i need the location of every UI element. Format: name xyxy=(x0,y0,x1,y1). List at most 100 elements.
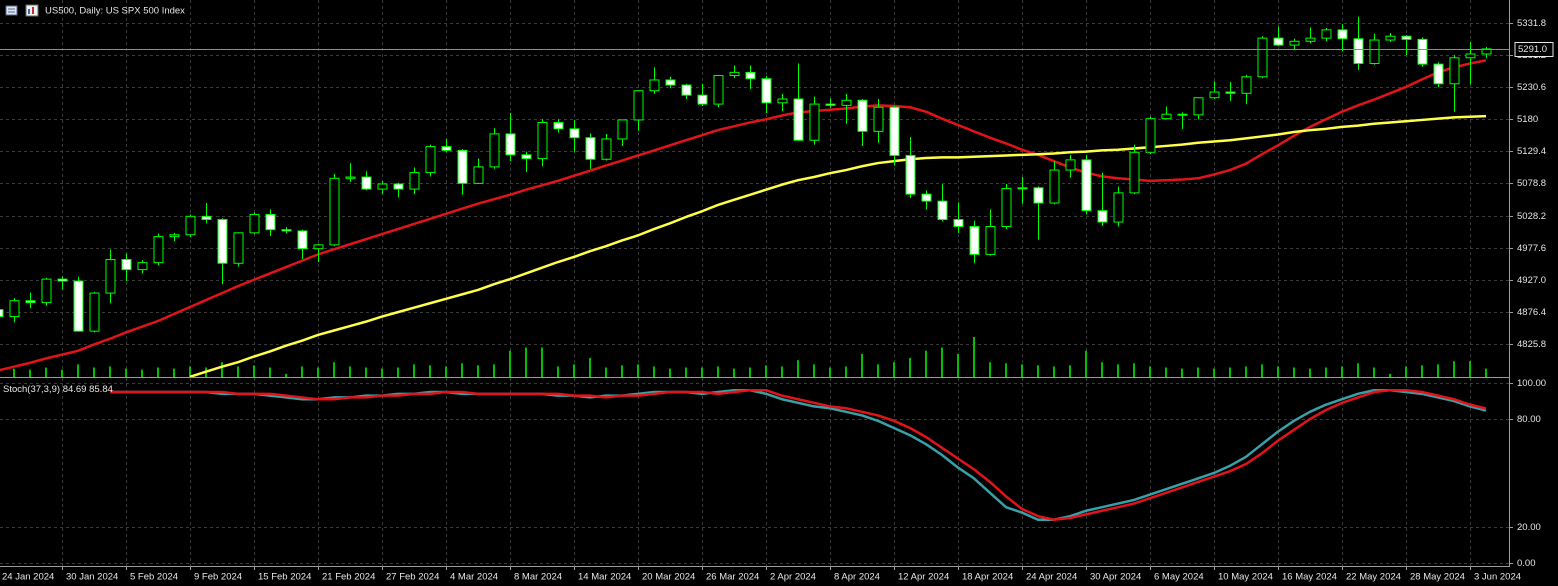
candle-body xyxy=(969,225,980,255)
candle-body xyxy=(185,215,196,236)
candle-body xyxy=(249,213,260,234)
volume-bar xyxy=(509,350,511,377)
x-tick-label: 26 Mar 2024 xyxy=(706,572,759,583)
x-tick-label: 8 Apr 2024 xyxy=(834,572,880,583)
indicator-line xyxy=(189,114,1487,379)
candle-body xyxy=(265,213,276,231)
candle-body xyxy=(361,176,372,190)
candle-body xyxy=(681,84,692,96)
volume-bar xyxy=(125,368,127,377)
volume-bar xyxy=(1021,364,1023,377)
candle-body xyxy=(1401,35,1412,40)
volume-bar xyxy=(781,366,783,377)
chart-icon-bar xyxy=(28,9,30,14)
volume-bar xyxy=(1389,373,1391,377)
x-tick-label: 5 Feb 2024 xyxy=(130,572,178,583)
volume-bar xyxy=(173,368,175,377)
candle-body xyxy=(825,103,836,106)
candle-body xyxy=(1129,151,1140,194)
candle-body xyxy=(537,121,548,160)
volume-bar xyxy=(477,365,479,377)
candle-body xyxy=(553,121,564,130)
volume-bar xyxy=(365,367,367,377)
x-tick-label: 27 Feb 2024 xyxy=(386,572,439,583)
volume-bar xyxy=(1277,366,1279,377)
volume-bar xyxy=(941,347,943,377)
candle-body xyxy=(1161,113,1172,120)
candle-body xyxy=(489,133,500,168)
volume-bar xyxy=(637,364,639,377)
volume-bar xyxy=(1437,364,1439,377)
indicator-value-k: 84.69 xyxy=(63,384,87,395)
volume-bar xyxy=(893,362,895,377)
volume-bar xyxy=(1229,367,1231,377)
candle-body xyxy=(505,133,516,156)
candle-body xyxy=(441,146,452,151)
volume-bar xyxy=(1165,367,1167,377)
menu-icon[interactable] xyxy=(5,5,18,16)
indicator-label: Stoch(37,3,9) 84.69 85.84 xyxy=(3,384,113,395)
volume-bar xyxy=(61,369,63,377)
candle-body xyxy=(377,183,388,190)
volume-bar xyxy=(301,366,303,377)
volume-bar xyxy=(557,366,559,377)
candle-body xyxy=(633,90,644,121)
volume-bar xyxy=(1309,368,1311,377)
volume-bar xyxy=(1101,362,1103,377)
candle-body xyxy=(0,309,4,318)
candle-body xyxy=(1033,187,1044,204)
volume-bar xyxy=(1453,361,1455,377)
volume-bar xyxy=(669,368,671,377)
y-tick-label: 5180 xyxy=(1517,114,1538,125)
indicator-line xyxy=(110,388,1487,522)
x-tick-label: 10 May 2024 xyxy=(1218,572,1273,583)
candle-body xyxy=(1449,57,1460,85)
x-tick-label: 15 Feb 2024 xyxy=(258,572,311,583)
x-tick-label: 12 Apr 2024 xyxy=(898,572,949,583)
candle-body xyxy=(1209,91,1220,99)
x-tick-label: 16 May 2024 xyxy=(1282,572,1337,583)
candle-body xyxy=(809,103,820,141)
x-tick-label: 8 Mar 2024 xyxy=(514,572,562,583)
x-tick-label: 2 Apr 2024 xyxy=(770,572,816,583)
candle-body xyxy=(889,106,900,156)
candle-body xyxy=(729,71,740,77)
candle-body xyxy=(329,177,340,246)
volume-bar xyxy=(589,358,591,377)
candle-body xyxy=(1433,63,1444,85)
candle-body xyxy=(937,200,948,221)
candle-body xyxy=(841,99,852,106)
y-tick-label: 5028.2 xyxy=(1517,211,1546,222)
chart-icon-bar xyxy=(32,7,34,14)
candle-body xyxy=(1305,37,1316,42)
volume-bar xyxy=(77,364,79,377)
volume-bar xyxy=(1469,361,1471,377)
y-tick-label: 4977.6 xyxy=(1517,243,1546,254)
volume-bar xyxy=(1181,368,1183,377)
candle-body xyxy=(569,128,580,139)
volume-bar xyxy=(1341,366,1343,377)
volume-bar xyxy=(541,347,543,377)
candle-body xyxy=(1385,35,1396,41)
volume-bar xyxy=(1261,364,1263,377)
volume-bar xyxy=(797,360,799,377)
volume-bar xyxy=(189,366,191,377)
candle-body xyxy=(585,137,596,160)
candle-body xyxy=(1417,38,1428,65)
candle-body xyxy=(25,300,36,304)
volume-bar xyxy=(269,367,271,377)
y-tick-label: 100.00 xyxy=(1517,378,1546,389)
x-tick-label: 30 Apr 2024 xyxy=(1090,572,1141,583)
volume-bar xyxy=(397,367,399,377)
volume-bar xyxy=(1053,366,1055,377)
x-tick-label: 30 Jan 2024 xyxy=(66,572,118,583)
x-tick-label: 4 Mar 2024 xyxy=(450,572,498,583)
volume-bar xyxy=(749,367,751,377)
x-tick-label: 24 Jan 2024 xyxy=(2,572,54,583)
volume-bar xyxy=(701,367,703,377)
marks-layer xyxy=(0,16,1513,570)
volume-bar xyxy=(1117,364,1119,377)
candle-body xyxy=(601,138,612,160)
volume-bar xyxy=(493,364,495,377)
volume-bar xyxy=(109,366,111,377)
